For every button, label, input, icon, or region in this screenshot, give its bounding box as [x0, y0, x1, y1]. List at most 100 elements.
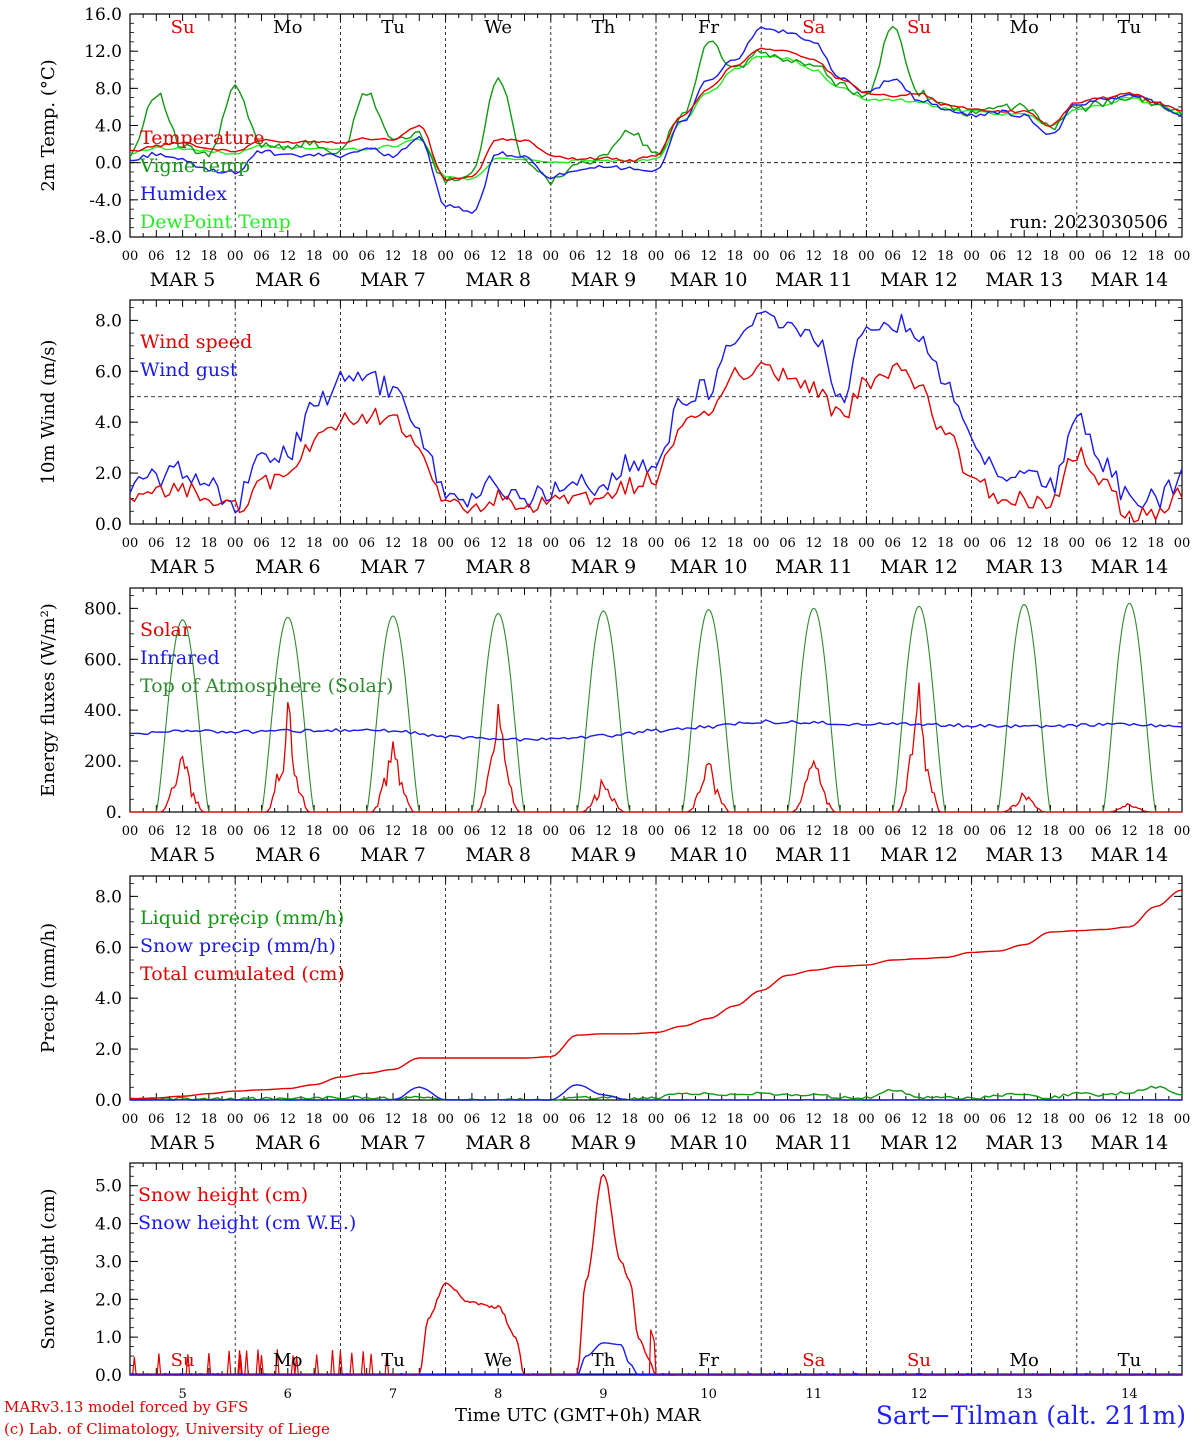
y-tick-label: 16.0: [84, 5, 122, 25]
toa-solar-line: [1076, 602, 1182, 813]
snow-spike: [132, 1356, 137, 1376]
weekday-label: Su: [171, 1350, 195, 1371]
model-credit: MARv3.13 model forced by GFS: [4, 1398, 249, 1416]
hour-tick-label: 06: [464, 1112, 481, 1127]
hour-tick-label: 18: [411, 249, 428, 264]
hour-tick-label: 18: [516, 1112, 533, 1127]
hour-tick-label: 12: [700, 249, 717, 264]
hour-tick-label: 06: [674, 1112, 691, 1127]
hour-tick-label: 06: [569, 249, 586, 264]
hour-tick-label: 00: [122, 249, 139, 264]
hour-tick-label: 18: [516, 536, 533, 551]
weekday-label: Su: [907, 1350, 931, 1371]
weekday-label: Su: [907, 17, 931, 38]
hour-tick-label: 00: [227, 824, 244, 839]
hour-tick-label: 06: [674, 536, 691, 551]
hour-tick-label: 18: [201, 824, 218, 839]
hour-tick-label: 12: [280, 536, 297, 551]
hour-tick-label: 18: [201, 1112, 218, 1127]
hour-tick-label: 12: [385, 536, 402, 551]
y-tick-label: 600.: [84, 650, 122, 670]
hour-tick-label: 12: [385, 249, 402, 264]
hour-tick-label: 00: [648, 1112, 665, 1127]
weekday-label: Sa: [802, 17, 825, 38]
snow-spike: [314, 1354, 320, 1376]
hour-tick-label: 06: [148, 249, 165, 264]
hour-tick-label: 00: [1174, 249, 1191, 264]
hour-tick-label: 00: [858, 824, 875, 839]
hour-tick-label: 12: [700, 824, 717, 839]
date-label: MAR 14: [1091, 556, 1169, 578]
toa-solar-line: [235, 616, 341, 813]
legend-entry: Top of Atmosphere (Solar): [140, 675, 393, 697]
date-label: MAR 13: [985, 1132, 1063, 1154]
y-tick-label: 3.0: [95, 1252, 122, 1272]
day-number-label: 7: [389, 1387, 397, 1402]
hour-tick-label: 12: [490, 536, 507, 551]
hour-tick-label: 18: [621, 536, 638, 551]
x-axis-title: Time UTC (GMT+0h) MAR: [455, 1405, 701, 1426]
hour-tick-label: 06: [569, 1112, 586, 1127]
hour-tick-label: 00: [543, 249, 560, 264]
hour-tick-label: 12: [490, 249, 507, 264]
hour-tick-label: 12: [806, 536, 823, 551]
hour-tick-label: 18: [727, 824, 744, 839]
hour-tick-label: 12: [385, 824, 402, 839]
toa-solar-line: [550, 610, 656, 813]
date-label: MAR 5: [150, 556, 216, 578]
panel-1: -8.0 -4.0 0.0 4.0 8.0 12.0 16.0 2m Temp. (°C) 00…: [38, 5, 1190, 291]
snow-spike: [238, 1354, 243, 1376]
hour-tick-label: 12: [806, 824, 823, 839]
hour-tick-label: 00: [648, 536, 665, 551]
date-label: MAR 6: [255, 269, 321, 291]
hour-tick-label: 18: [1147, 249, 1164, 264]
date-label: MAR 5: [150, 844, 216, 866]
hour-tick-label: 12: [1016, 536, 1033, 551]
plot-frame: [129, 299, 1183, 525]
weekday-label: Tu: [1118, 17, 1142, 38]
hour-tick-label: 06: [148, 536, 165, 551]
hour-tick-label: 00: [543, 1112, 560, 1127]
date-label: MAR 9: [571, 1132, 637, 1154]
y-tick-label: 4.0: [95, 989, 122, 1009]
date-label: MAR 11: [775, 556, 853, 578]
hour-tick-label: 00: [1069, 824, 1086, 839]
hour-tick-label: 00: [437, 249, 454, 264]
hour-tick-label: 18: [306, 249, 323, 264]
snow-spike: [349, 1352, 355, 1376]
day-number-label: 14: [1121, 1387, 1138, 1402]
y-tick-label: 5.0: [95, 1177, 122, 1197]
hour-tick-label: 18: [306, 536, 323, 551]
date-label: MAR 12: [880, 844, 958, 866]
y-tick-label: 0.0: [95, 154, 122, 174]
toa-solar-line: [971, 603, 1077, 813]
temp-series-line: [129, 55, 1182, 181]
hour-tick-label: 12: [806, 1112, 823, 1127]
hour-tick-label: 06: [779, 824, 796, 839]
hour-tick-label: 00: [858, 536, 875, 551]
hour-tick-label: 00: [648, 249, 665, 264]
temp-series-line: [130, 26, 1183, 214]
hour-tick-label: 18: [411, 824, 428, 839]
hour-tick-label: 00: [753, 249, 770, 264]
hour-tick-label: 06: [358, 824, 375, 839]
hour-tick-label: 18: [306, 1112, 323, 1127]
y-tick-label: 0.0: [95, 515, 122, 535]
y-tick-label: 400.: [84, 701, 122, 721]
hour-tick-label: 00: [332, 1112, 349, 1127]
date-label: MAR 10: [670, 1132, 748, 1154]
hour-tick-label: 00: [332, 249, 349, 264]
hour-tick-label: 00: [437, 536, 454, 551]
station-title: Sart−Tilman (alt. 211m): [875, 1401, 1186, 1430]
day-number-label: 8: [494, 1387, 502, 1402]
hour-tick-label: 18: [516, 249, 533, 264]
hour-tick-label: 06: [990, 249, 1007, 264]
hour-tick-label: 12: [280, 824, 297, 839]
hour-tick-label: 18: [621, 249, 638, 264]
snow-spike: [156, 1353, 162, 1376]
legend-entry: Snow precip (mm/h): [140, 935, 336, 957]
hour-tick-label: 12: [1121, 536, 1138, 551]
legend-entry: Infrared: [140, 647, 220, 669]
hour-tick-label: 06: [569, 824, 586, 839]
